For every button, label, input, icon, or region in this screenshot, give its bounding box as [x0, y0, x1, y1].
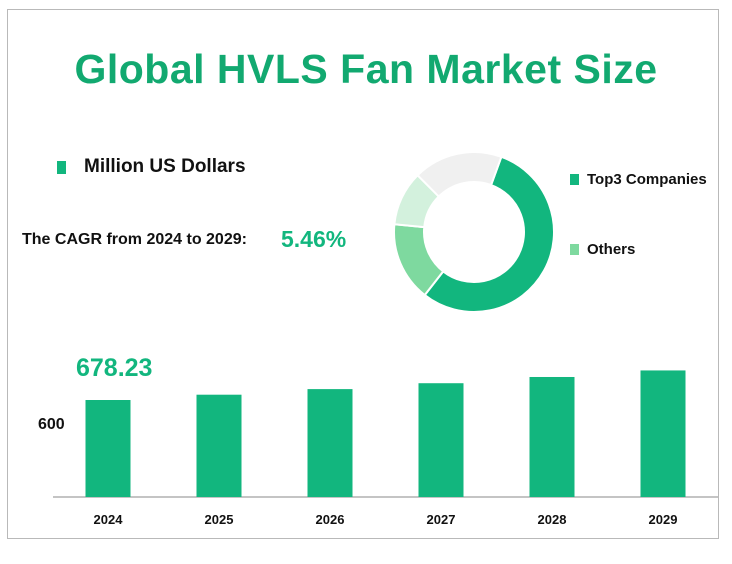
legend-label-others: Others: [587, 241, 636, 258]
x-tick-label-2026: 2026: [316, 512, 345, 527]
legend-item-others: Others: [570, 241, 635, 258]
bar-2024: [85, 400, 131, 497]
bar-2029: [640, 370, 686, 497]
donut-slice-4: [416, 151, 503, 198]
legend-item-top3: Top3 Companies: [570, 171, 707, 188]
bar-2027: [418, 383, 464, 497]
bar-value-label-2024: 678.23: [76, 354, 153, 382]
x-tick-label-2024: 2024: [94, 512, 124, 527]
legend-swatch-others: [570, 244, 579, 255]
x-tick-label-2028: 2028: [538, 512, 567, 527]
chart-title: Global HVLS Fan Market Size: [74, 46, 658, 92]
unit-label: Million US Dollars: [84, 156, 246, 177]
bar-2026: [307, 389, 353, 497]
unit-legend: Million US Dollars: [57, 155, 246, 179]
donut-slice-top3: [423, 155, 555, 313]
unit-square-icon: [57, 160, 66, 174]
x-tick-label-2027: 2027: [427, 512, 456, 527]
bar-2028: [529, 376, 575, 497]
legend-label-top3: Top3 Companies: [587, 171, 707, 188]
cagr-label: The CAGR from 2024 to 2029:: [22, 231, 247, 248]
x-tick-label-2025: 2025: [205, 512, 234, 527]
legend-swatch-top3: [570, 174, 579, 185]
y-tick-label-600: 600: [38, 416, 65, 433]
cagr-value: 5.46%: [281, 226, 347, 252]
donut-chart: [393, 151, 555, 313]
x-tick-label-2029: 2029: [649, 512, 678, 527]
bar-2025: [196, 394, 242, 497]
